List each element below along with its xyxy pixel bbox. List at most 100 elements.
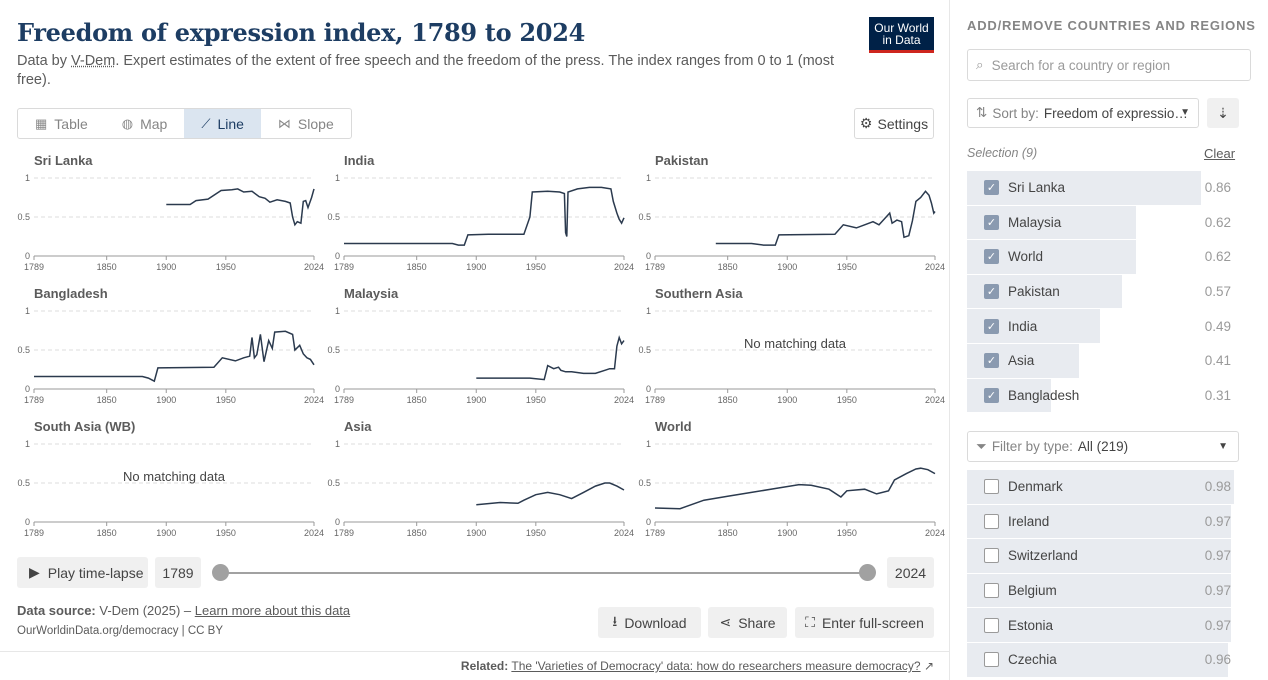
filter-dropdown[interactable]: ⏷ Filter by type: All (219) ▼ — [967, 431, 1239, 462]
list-item[interactable]: Czechia 0.96 — [967, 642, 1239, 678]
x-tick-label: 1900 — [156, 528, 176, 538]
tab-map[interactable]: ◍ Map — [105, 109, 185, 138]
y-tick-label: 0 — [335, 384, 340, 394]
x-tick-label: 1950 — [837, 262, 857, 272]
tab-slope[interactable]: ⋈ Slope — [261, 109, 351, 138]
panel-title: Malaysia — [344, 286, 399, 301]
list-item[interactable]: ✓ India 0.49 — [967, 309, 1239, 344]
checkbox[interactable]: ✓ — [984, 387, 999, 403]
entity-name: Belgium — [1008, 583, 1057, 599]
sort-label: Sort by: — [992, 105, 1039, 121]
checkbox[interactable]: ✓ — [984, 214, 999, 230]
related-link[interactable]: The 'Varieties of Democracy' data: how d… — [511, 659, 921, 673]
learn-more-link[interactable]: Learn more about this data — [194, 603, 351, 618]
y-tick-label: 0 — [646, 517, 651, 527]
download-icon: ⭳ — [612, 612, 618, 629]
no-data-label: No matching data — [123, 469, 226, 484]
selected-list: ✓ Sri Lanka 0.86 ✓ Malaysia 0.62 ✓ World 0.62 ✓ Pa… — [967, 171, 1239, 414]
y-tick-label: 0.5 — [638, 478, 651, 488]
end-year-box[interactable]: 2024 — [887, 557, 934, 588]
x-tick-label: 1950 — [526, 262, 546, 272]
related-bar: Related: The 'Varieties of Democracy' da… — [0, 651, 950, 680]
chevron-down-icon: ▼ — [1180, 107, 1190, 118]
x-tick-label: 2024 — [925, 262, 945, 272]
checkbox[interactable]: ✓ — [984, 353, 999, 369]
checkbox[interactable]: ✓ — [984, 284, 999, 300]
owid-logo[interactable]: Our World in Data — [869, 17, 934, 53]
sort-dropdown[interactable]: ⇅ Sort by: Freedom of expressio… ▼ — [967, 98, 1199, 128]
list-item[interactable]: Denmark 0.98 — [967, 470, 1239, 505]
license-text[interactable]: OurWorldinData.org/democracy | CC BY — [17, 625, 224, 637]
selection-count: Selection (9) — [967, 146, 1038, 160]
start-year-box[interactable]: 1789 — [155, 557, 201, 588]
end-handle[interactable] — [859, 564, 876, 581]
check-icon: ✓ — [986, 251, 997, 264]
chart-panel: Bangladesh 0 0.5 1 1789 1850 1900 1950 2024 — [17, 286, 324, 405]
source-link[interactable]: V-Dem — [71, 53, 116, 69]
entity-value: 0.97 — [1204, 583, 1231, 599]
timeline-track[interactable] — [221, 572, 868, 574]
play-timelapse-button[interactable]: ▶ Play time-lapse — [17, 557, 148, 588]
share-icon: ⋖ — [719, 614, 732, 630]
x-tick-label: 1850 — [407, 262, 427, 272]
filter-label: Filter by type: — [991, 439, 1073, 454]
checkbox[interactable] — [984, 583, 999, 599]
clear-button[interactable]: Clear — [1204, 146, 1236, 161]
chart-panel: Malaysia 0 0.5 1 1789 1850 1900 1950 2024 — [327, 286, 634, 405]
x-tick-label: 1950 — [216, 395, 236, 405]
settings-button[interactable]: ⚙ Settings — [854, 108, 934, 139]
y-tick-label: 0 — [25, 517, 30, 527]
logo-line-1: Our World — [874, 21, 929, 35]
x-tick-label: 1900 — [777, 528, 797, 538]
entity-name: India — [1008, 318, 1038, 334]
entity-name: World — [1008, 249, 1044, 265]
checkbox[interactable]: ✓ — [984, 249, 999, 265]
panel-title: Southern Asia — [655, 286, 743, 301]
x-tick-label: 2024 — [925, 395, 945, 405]
x-tick-label: 1850 — [718, 262, 738, 272]
sort-direction-button[interactable]: ⇣ — [1207, 98, 1239, 128]
checkbox[interactable]: ✓ — [984, 180, 999, 196]
value-bar — [967, 378, 1052, 413]
y-tick-label: 0 — [25, 251, 30, 261]
download-button[interactable]: ⭳ Download — [598, 607, 701, 638]
share-button[interactable]: ⋖ Share — [708, 607, 787, 638]
entity-value: 0.97 — [1204, 513, 1231, 529]
check-icon: ✓ — [986, 182, 997, 195]
list-item[interactable]: Belgium 0.97 — [967, 573, 1239, 609]
list-item[interactable]: ✓ Sri Lanka 0.86 — [967, 171, 1239, 206]
checkbox[interactable] — [984, 617, 999, 633]
check-icon: ✓ — [986, 286, 997, 299]
list-item[interactable]: ✓ Asia 0.41 — [967, 343, 1239, 379]
list-item[interactable]: Ireland 0.97 — [967, 504, 1239, 540]
entity-name: Malaysia — [1008, 214, 1062, 230]
chart-panel: Pakistan 0 0.5 1 1789 1850 1900 1950 2024 — [638, 153, 945, 272]
play-icon: ▶ — [29, 564, 40, 580]
list-item[interactable]: ✓ Bangladesh 0.31 — [967, 378, 1239, 414]
x-tick-label: 1900 — [777, 395, 797, 405]
checkbox[interactable] — [984, 548, 999, 564]
checkbox[interactable] — [984, 652, 999, 668]
check-icon: ✓ — [986, 355, 997, 368]
list-item[interactable]: ✓ World 0.62 — [967, 240, 1239, 275]
start-handle[interactable] — [212, 564, 229, 581]
tab-table[interactable]: ▦ Table — [18, 109, 105, 138]
checkbox[interactable]: ✓ — [984, 318, 999, 334]
small-multiples-chart: Sri Lanka 0 0.5 1 1789 1850 1900 1950 2024 India 0… — [17, 153, 945, 538]
x-tick-label: 2024 — [304, 528, 324, 538]
list-item[interactable]: ✓ Malaysia 0.62 — [967, 205, 1239, 241]
related-label: Related: — [460, 659, 509, 673]
globe-icon: ◍ — [121, 115, 134, 131]
list-item[interactable]: ✓ Pakistan 0.57 — [967, 274, 1239, 310]
y-tick-label: 0.5 — [327, 478, 340, 488]
list-item[interactable]: Estonia 0.97 — [967, 608, 1239, 643]
x-tick-label: 1950 — [526, 395, 546, 405]
checkbox[interactable] — [984, 479, 999, 495]
checkbox[interactable] — [984, 513, 999, 529]
x-tick-label: 1850 — [407, 528, 427, 538]
source-value: V-Dem (2025) – — [99, 603, 192, 618]
tab-line[interactable]: ⟋ Line — [184, 109, 261, 138]
fullscreen-button[interactable]: ⛶ Enter full-screen — [795, 607, 934, 638]
search-input[interactable]: ⌕ Search for a country or region — [967, 49, 1251, 81]
list-item[interactable]: Switzerland 0.97 — [967, 539, 1239, 574]
